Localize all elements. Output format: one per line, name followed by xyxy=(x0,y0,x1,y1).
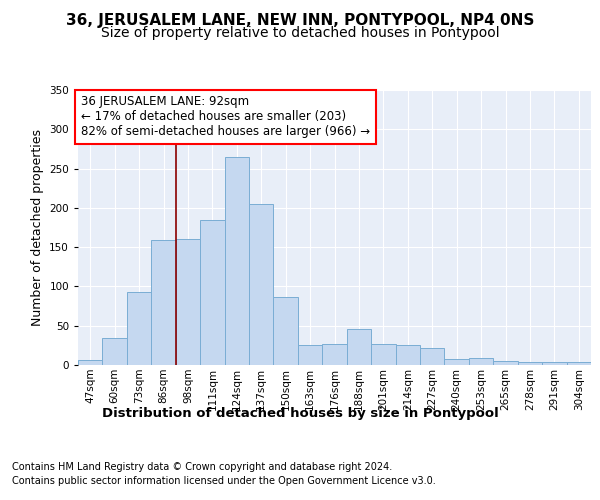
Bar xyxy=(249,204,274,365)
Bar xyxy=(298,344,322,365)
Bar xyxy=(445,358,469,365)
Bar xyxy=(395,344,420,365)
Bar xyxy=(371,344,395,365)
Bar xyxy=(127,292,151,365)
Bar xyxy=(274,296,298,365)
Bar xyxy=(420,348,445,365)
Y-axis label: Number of detached properties: Number of detached properties xyxy=(31,129,44,326)
Bar xyxy=(347,329,371,365)
Bar xyxy=(176,240,200,365)
Bar xyxy=(469,358,493,365)
Text: 36 JERUSALEM LANE: 92sqm
← 17% of detached houses are smaller (203)
82% of semi-: 36 JERUSALEM LANE: 92sqm ← 17% of detach… xyxy=(80,96,370,138)
Bar xyxy=(224,157,249,365)
Bar xyxy=(322,344,347,365)
Bar xyxy=(200,220,224,365)
Bar xyxy=(566,362,591,365)
Text: Contains HM Land Registry data © Crown copyright and database right 2024.: Contains HM Land Registry data © Crown c… xyxy=(12,462,392,472)
Bar xyxy=(78,360,103,365)
Text: 36, JERUSALEM LANE, NEW INN, PONTYPOOL, NP4 0NS: 36, JERUSALEM LANE, NEW INN, PONTYPOOL, … xyxy=(66,12,534,28)
Text: Size of property relative to detached houses in Pontypool: Size of property relative to detached ho… xyxy=(101,26,499,40)
Bar xyxy=(542,362,566,365)
Bar xyxy=(493,361,518,365)
Bar xyxy=(518,362,542,365)
Text: Contains public sector information licensed under the Open Government Licence v3: Contains public sector information licen… xyxy=(12,476,436,486)
Bar xyxy=(103,338,127,365)
Bar xyxy=(151,240,176,365)
Text: Distribution of detached houses by size in Pontypool: Distribution of detached houses by size … xyxy=(101,408,499,420)
